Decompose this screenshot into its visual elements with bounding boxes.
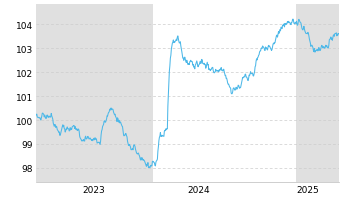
Bar: [36, 5, 153, 182]
Bar: [153, 5, 296, 182]
Bar: [296, 5, 340, 182]
